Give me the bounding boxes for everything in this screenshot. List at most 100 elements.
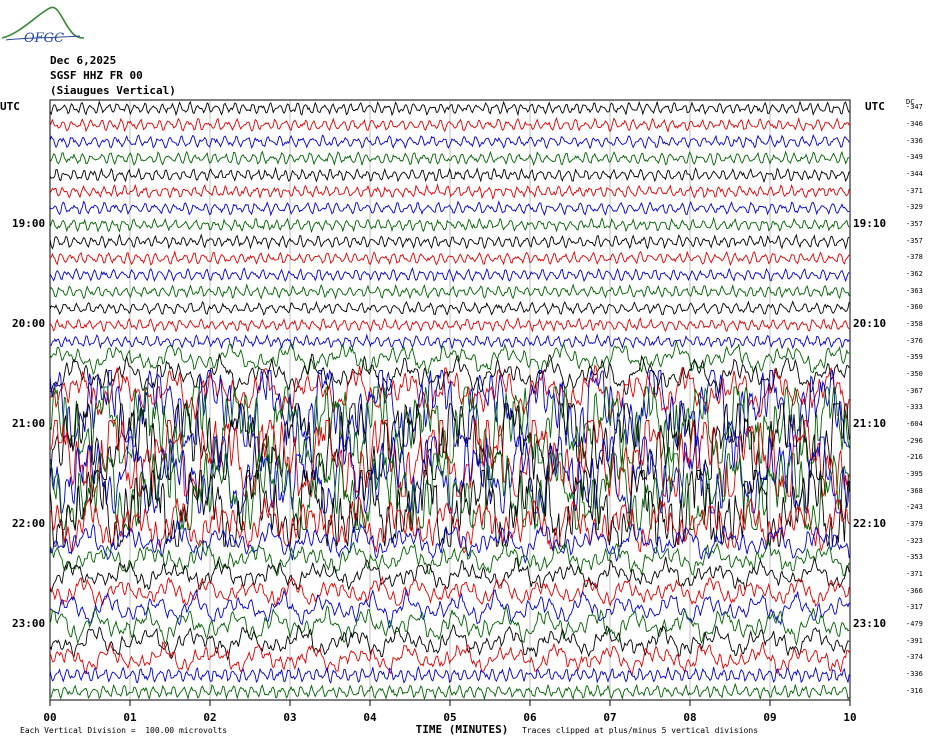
seismic-trace-row [49, 588, 850, 629]
x-tick-label: 04 [363, 711, 377, 724]
seismic-trace-row [49, 519, 850, 565]
x-tick-label: 02 [203, 711, 217, 724]
right-hour-label: 21:10 [853, 417, 887, 430]
dc-offset-value: -296 [906, 436, 923, 445]
x-tick-label: 00 [43, 711, 57, 724]
minute-gridlines [129, 100, 771, 700]
right-hour-label: 22:10 [853, 517, 887, 530]
left-hour-label: 20:00 [12, 317, 46, 330]
left-utc-label: UTC [0, 100, 20, 113]
dc-offset-value: -374 [906, 653, 923, 662]
x-tick-label: 10 [843, 711, 857, 724]
seismic-trace-row [49, 316, 850, 333]
seismic-trace-row [49, 605, 850, 647]
seismic-trace-row [49, 556, 850, 594]
ofgc-logo: OFGC [1, 6, 85, 46]
seismic-trace-row [49, 250, 850, 267]
left-hour-label: 21:00 [12, 417, 46, 430]
seismic-trace-row [50, 333, 850, 350]
dc-offset-value: -368 [906, 486, 923, 495]
dc-offset-value: -350 [906, 370, 923, 378]
dc-offset-value: -336 [906, 670, 923, 678]
seismic-trace-row [49, 352, 850, 396]
dc-offset-value: -367 [906, 386, 923, 395]
x-tick-label: 09 [763, 711, 777, 724]
dc-offset-value: -376 [906, 336, 923, 345]
x-tick-label: 03 [283, 711, 297, 724]
dc-offset-value: -346 [906, 120, 923, 128]
seismic-trace-row [49, 134, 850, 150]
seismic-trace-row [49, 233, 850, 251]
x-tick-label: 01 [123, 711, 137, 724]
dc-offset-value: -333 [906, 403, 923, 412]
seismic-trace-row [49, 116, 850, 134]
dc-offset-value: -371 [906, 186, 923, 195]
dc-offset-value: -323 [906, 536, 923, 545]
right-hour-label: 20:10 [853, 317, 887, 330]
seismic-trace-row [49, 150, 850, 167]
dc-offset-value: -379 [906, 520, 923, 528]
x-tick-label: 06 [523, 711, 537, 724]
dc-offset-value: -344 [906, 170, 923, 178]
right-hour-label: 23:10 [853, 617, 887, 630]
header-location: (Siaugues Vertical) [50, 84, 176, 97]
dc-offset-value: -479 [906, 620, 923, 628]
x-axis-ticks [49, 700, 851, 706]
dc-offset-value: -360 [906, 303, 923, 312]
seismic-trace-row [49, 100, 850, 117]
seismic-trace-row [49, 283, 850, 300]
seismic-trace-row [49, 300, 850, 316]
dc-offset-value: -363 [906, 286, 923, 295]
dc-offset-value: -371 [906, 570, 923, 578]
x-tick-label: 07 [603, 711, 617, 724]
dc-offset-value: -604 [906, 420, 923, 428]
clip-note: Traces clipped at plus/minus 5 vertical … [522, 726, 759, 735]
dc-offset-value: -362 [906, 270, 923, 278]
dc-offset-value: -358 [906, 320, 923, 328]
right-hour-label: 19:10 [853, 217, 887, 230]
left-hour-label: 19:00 [12, 217, 46, 230]
dc-offset-value: -316 [906, 686, 923, 695]
left-hour-label: 23:00 [12, 617, 46, 630]
dc-offset-value: -349 [906, 153, 923, 162]
dc-label: DC [906, 98, 915, 106]
seismic-trace-row [49, 452, 850, 532]
header-station: SGSF HHZ FR 00 [50, 69, 143, 82]
right-utc-label: UTC [865, 100, 885, 113]
x-tick-label: 05 [443, 711, 457, 724]
seismic-trace-row [49, 538, 850, 577]
seismic-trace-row [49, 436, 850, 515]
scale-note: Each Vertical Division = 100.00 microvol… [20, 726, 228, 735]
seismic-trace-row [49, 665, 850, 684]
dc-offset-value: -359 [906, 353, 923, 362]
seismic-trace-row [49, 623, 850, 661]
x-axis-title: TIME (MINUTES) [415, 723, 509, 736]
seismic-trace-row [49, 200, 850, 217]
seismic-trace-row [49, 267, 850, 283]
seismic-trace-row [49, 469, 850, 548]
dc-offset-value: -347 [906, 103, 923, 112]
x-tick-label: 08 [683, 711, 697, 724]
seismic-trace-row [49, 496, 850, 554]
seismic-trace-row [49, 183, 850, 200]
dc-offset-value: -317 [906, 603, 923, 612]
seismic-trace-row [49, 368, 850, 448]
dc-offset-value: -216 [906, 453, 923, 462]
dc-offset-value: -391 [906, 636, 923, 645]
seismic-trace-row [49, 575, 850, 608]
dc-offset-value: -357 [906, 220, 923, 228]
dc-offset-value: -366 [906, 586, 923, 595]
dc-offset-value: -329 [906, 203, 923, 212]
dc-offset-value: -243 [906, 503, 923, 512]
seismic-trace-row [49, 216, 850, 234]
seismic-trace-row [49, 402, 850, 481]
dc-offset-value: -378 [906, 253, 923, 262]
left-hour-label: 22:00 [12, 517, 46, 530]
logo-text: OFGC [24, 31, 64, 46]
dc-offset-value: -353 [906, 553, 923, 562]
dc-offset-value: -357 [906, 236, 923, 245]
seismic-trace-row [49, 641, 850, 676]
dc-offset-value: -336 [906, 136, 923, 145]
seismic-trace-row [49, 166, 850, 184]
